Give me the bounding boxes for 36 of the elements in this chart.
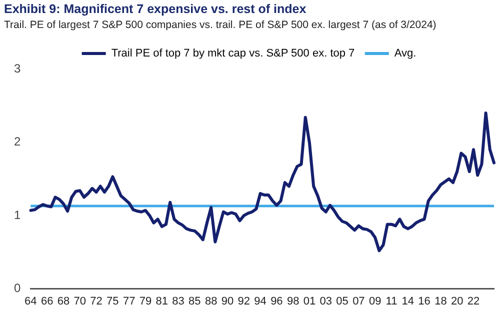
x-tick-label: 92 <box>238 295 250 308</box>
y-tick-label: 0 <box>14 281 21 296</box>
x-tick-label: 64 <box>24 295 37 308</box>
x-tick-label: 75 <box>106 295 119 308</box>
legend-label: Avg. <box>394 48 416 60</box>
legend-label: Trail PE of top 7 by mkt cap vs. S&P 500 ex. top 7 <box>111 48 355 60</box>
x-tick-label: 96 <box>270 295 283 308</box>
x-tick-label: 70 <box>74 295 86 308</box>
x-tick-label: 03 <box>320 295 332 308</box>
y-tick-label: 1 <box>14 208 21 222</box>
x-tick-label: 90 <box>221 295 234 308</box>
x-tick-label: 20 <box>450 295 464 308</box>
x-tick-label: 05 <box>336 295 348 308</box>
x-tick-label: 14 <box>402 295 414 308</box>
x-tick-label: 07 <box>352 295 365 308</box>
x-tick-label: 09 <box>368 295 382 308</box>
y-tick-label: 2 <box>14 134 21 149</box>
x-tick-label: 22 <box>467 295 480 308</box>
x-tick-label: 85 <box>188 295 201 308</box>
y-tick-label: 3 <box>14 61 21 76</box>
x-tick-label: 81 <box>156 295 168 308</box>
x-tick-label: 94 <box>254 295 266 308</box>
x-tick-label: 79 <box>139 295 152 308</box>
chart-subtitle: Trail. PE of largest 7 S&P 500 companies vs. trail. PE of S&P 500 ex. largest 7 (as of 3/2024) <box>4 19 436 31</box>
x-tick-label: 11 <box>386 295 398 308</box>
x-tick-label: 72 <box>90 295 102 308</box>
x-tick-label: 66 <box>40 295 54 308</box>
x-tick-label: 16 <box>418 295 430 308</box>
x-tick-label: 18 <box>434 295 447 308</box>
x-tick-label: 83 <box>172 295 184 308</box>
x-tick-label: 68 <box>57 295 70 308</box>
x-tick-label: 98 <box>286 295 300 308</box>
chart-title: Exhibit 9: Magnificent 7 expensive vs. rest of index <box>4 2 306 16</box>
x-tick-label: 88 <box>204 295 218 308</box>
x-tick-label: 01 <box>303 295 316 308</box>
x-tick-label: 77 <box>122 295 136 308</box>
